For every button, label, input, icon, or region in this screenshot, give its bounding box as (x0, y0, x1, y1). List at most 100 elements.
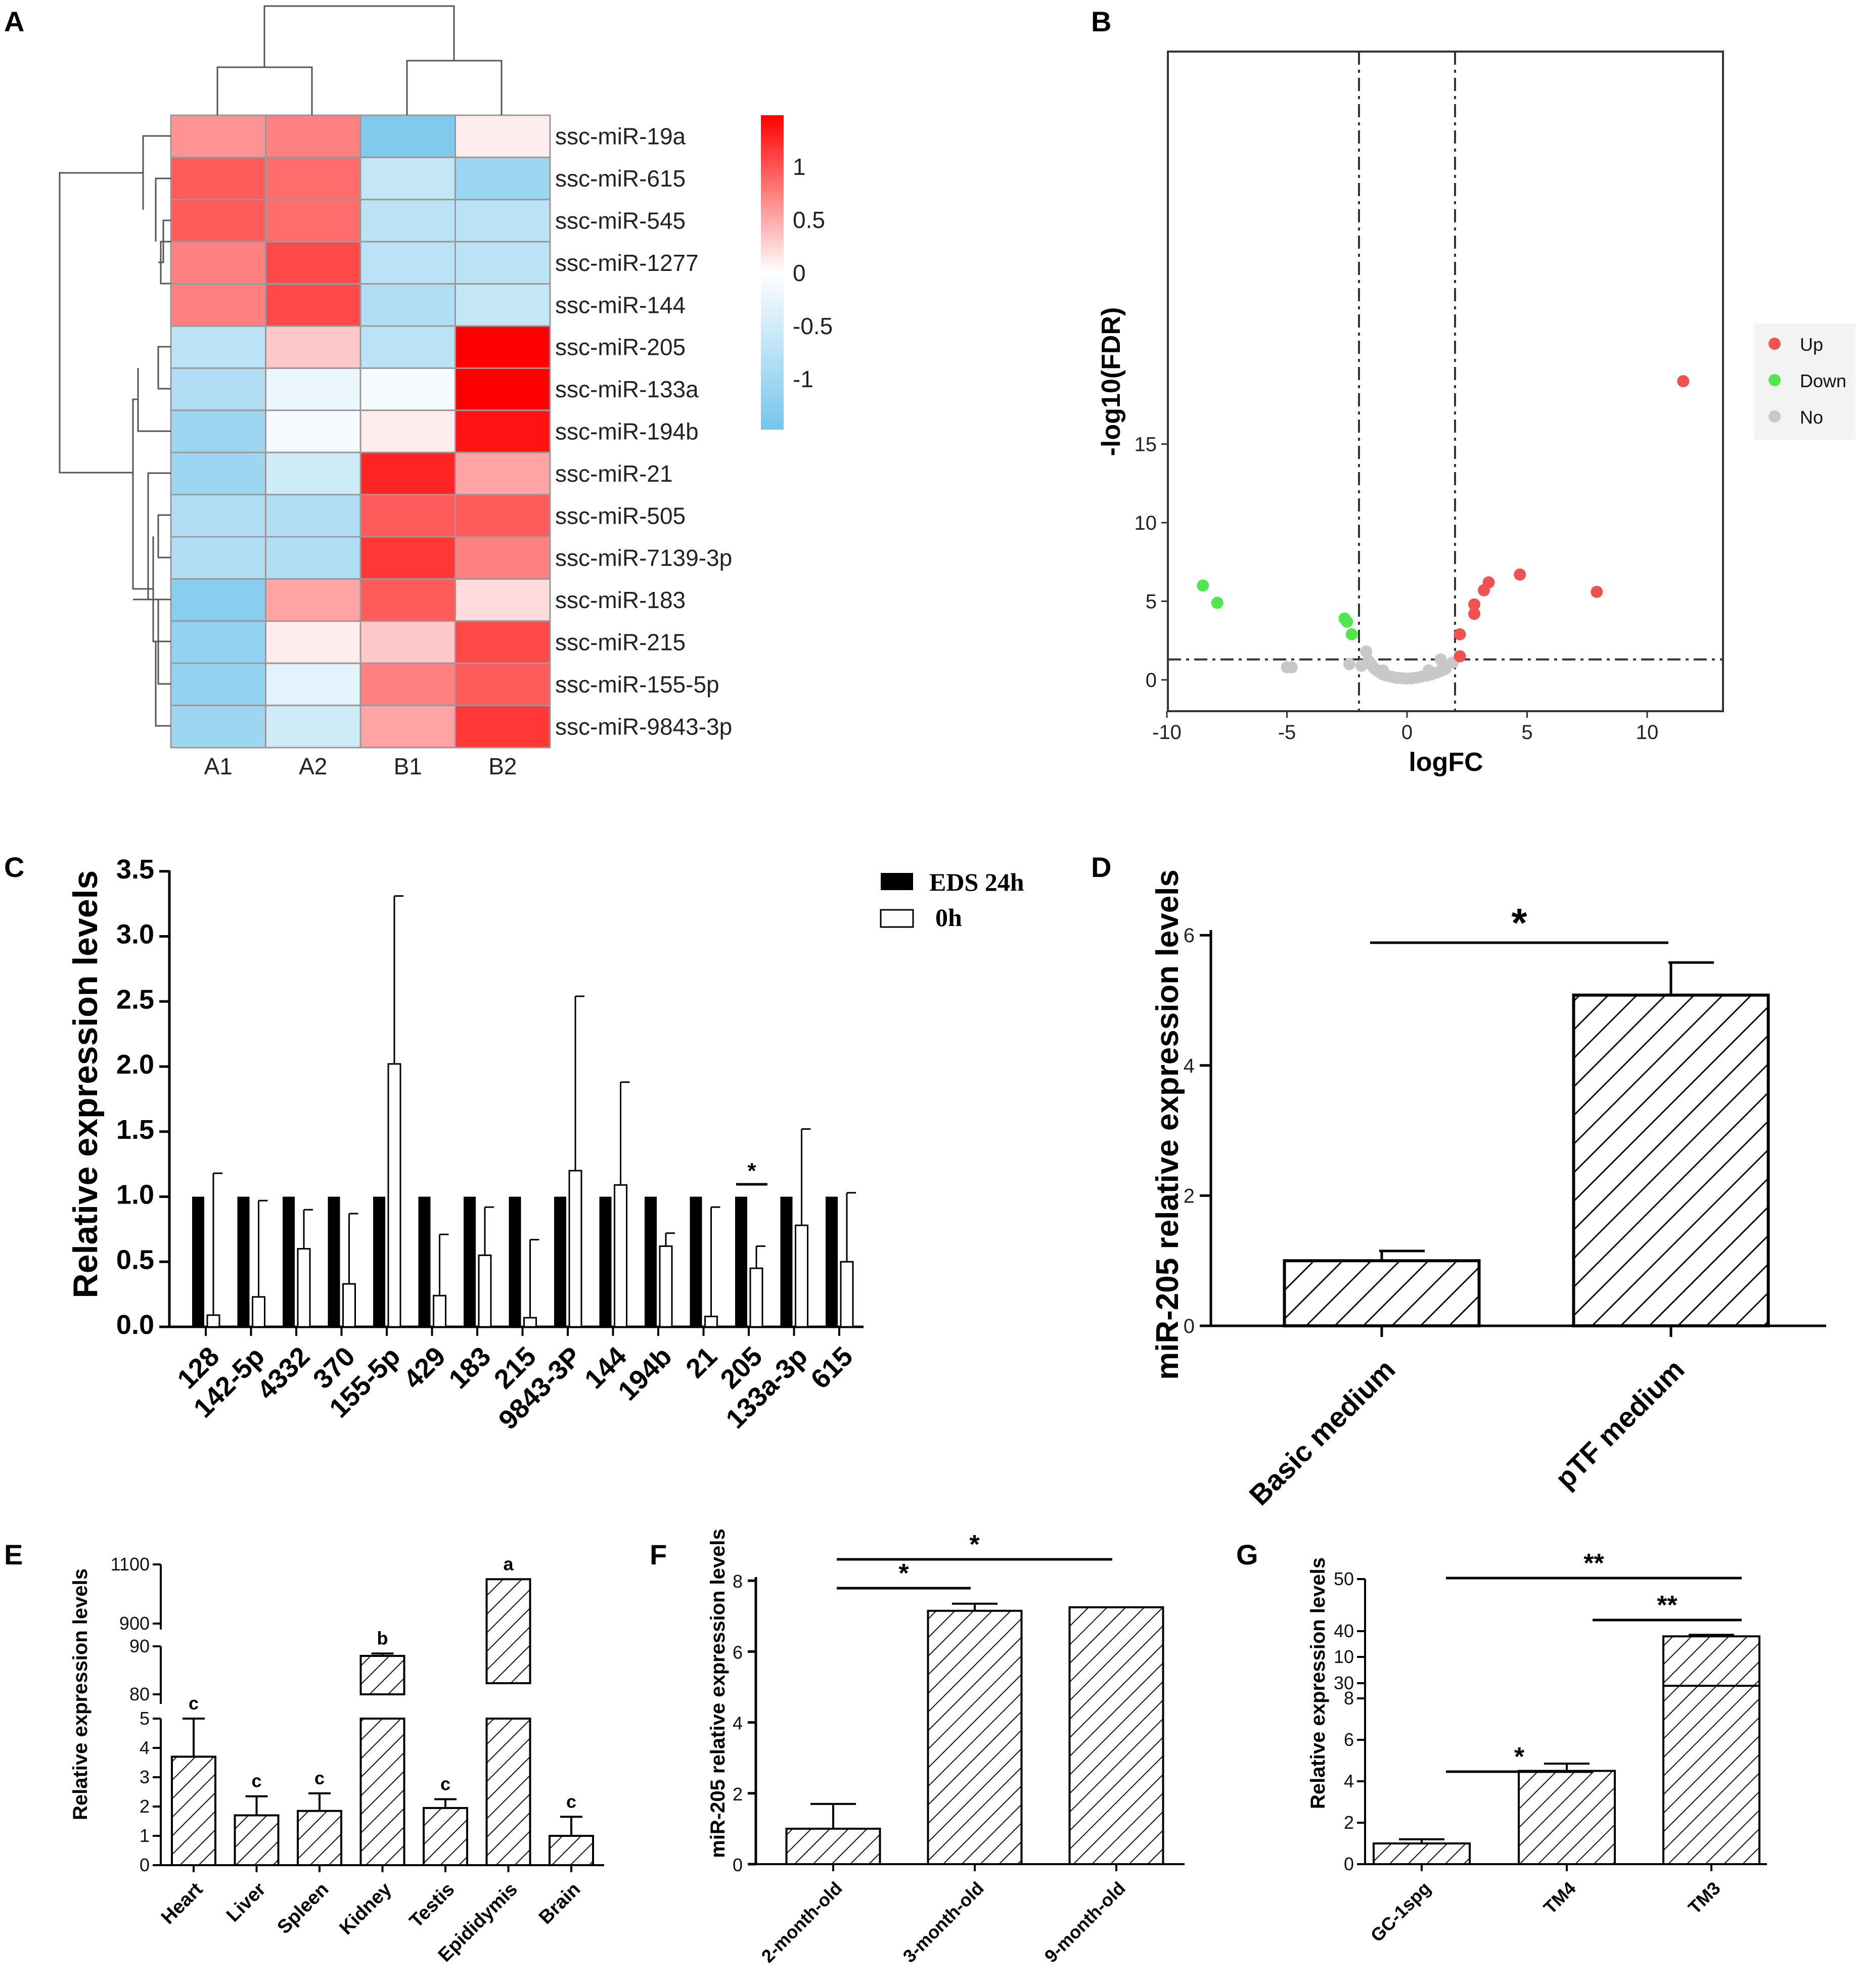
heatmap-row-label: ssc-miR-133a (555, 376, 699, 402)
y-tick-label: 0.0 (116, 1310, 154, 1340)
bar-eds-24h (735, 1196, 747, 1327)
heatmap-cell (265, 578, 361, 622)
color-key-tick: 0.5 (793, 207, 825, 233)
x-axis-label: logFC (1409, 748, 1483, 777)
volcano-panel: -10 -5 0 5 10 0 5 10 15 logFC -log10(FDR) Up Down… (1097, 51, 1855, 777)
heatmap-cell (455, 451, 551, 496)
heatmap-row-label: ssc-miR-183 (555, 587, 686, 613)
heatmap-cell (265, 156, 361, 201)
bar (785, 1827, 881, 1865)
y-tick-label: 8 (733, 1571, 743, 1592)
legend-dot (1769, 374, 1781, 386)
bar-upper-segment (359, 1655, 405, 1695)
heatmap-row-label: ssc-miR-505 (555, 502, 686, 529)
bar (927, 1609, 1023, 1865)
legend-label: Up (1800, 334, 1823, 355)
bar-chart-c: 0.00.51.01.52.02.53.03.5128142-5p4332370… (66, 854, 1024, 1436)
legend-swatch-eds (881, 873, 913, 890)
bar-0h (840, 1261, 854, 1328)
point-up (1514, 568, 1526, 581)
point-down (1211, 596, 1223, 609)
y-tick-label: 10 (1334, 1646, 1354, 1667)
x-tick-label: 10 (1636, 721, 1659, 744)
heatmap-cell (455, 409, 551, 453)
heatmap-cell (455, 283, 551, 327)
x-tick-label: Kidney (336, 1879, 396, 1939)
heatmap-cell (359, 241, 456, 285)
x-tick-label: 3-month-old (899, 1878, 988, 1967)
color-key-tick: 0 (793, 260, 806, 286)
point-no (1360, 645, 1373, 658)
x-tick-label: 0 (1401, 721, 1413, 744)
y-tick-label: 0 (1344, 1854, 1354, 1874)
point-up (1478, 584, 1490, 596)
point-up (1454, 650, 1466, 663)
heatmap-column-label: B2 (488, 753, 517, 779)
y-tick-label: 0.5 (116, 1244, 154, 1275)
bar-eds-24h (509, 1196, 521, 1327)
bar (297, 1810, 342, 1866)
heatmap-cell (265, 662, 361, 707)
x-tick-label: 9-month-old (1040, 1878, 1129, 1967)
bar (1572, 993, 1770, 1328)
heatmap-cell (359, 536, 456, 580)
column-dendrogram (216, 5, 503, 115)
heatmap-row-label: ssc-miR-215 (555, 629, 686, 656)
point-no (1377, 664, 1389, 677)
f-significance-1: * (898, 1559, 909, 1588)
y-tick-label: 6 (1184, 924, 1195, 947)
y-tick-label: 80 (129, 1684, 150, 1704)
x-tick-label: TM4 (1539, 1878, 1580, 1918)
y-tick-label: 3 (140, 1767, 150, 1787)
x-tick-label: Liver (222, 1879, 270, 1926)
significance-letter: c (189, 1693, 199, 1714)
heatmap-cell (265, 199, 361, 243)
color-key-ticks: 1 0.5 0 -0.5 -1 (793, 154, 833, 392)
significance-letter: c (566, 1791, 576, 1812)
bar-lower-segment (485, 1718, 531, 1866)
point-no (1422, 664, 1435, 677)
bar-eds-24h (690, 1196, 702, 1327)
heatmap-cell (265, 494, 361, 538)
heatmap-column-label: A2 (299, 753, 327, 779)
y-tick-label: 0 (1184, 1315, 1195, 1337)
bar-0h (342, 1283, 356, 1328)
bar (1518, 1770, 1616, 1865)
heatmap-cell (455, 494, 551, 538)
volcano-plot-area (1167, 51, 1724, 712)
legend-swatch-0h (880, 909, 914, 928)
heatmap-cell (455, 367, 551, 411)
heatmap-row-label: ssc-miR-9843-3p (555, 713, 732, 739)
c-y-axis-label: Relative expression levels (66, 870, 105, 1299)
bar (171, 1755, 216, 1866)
point-up (1677, 375, 1690, 388)
x-tick-label: Spleen (274, 1879, 333, 1938)
bar (423, 1807, 468, 1866)
bar-eds-24h (418, 1196, 431, 1327)
x-tick-label: 615 (805, 1341, 858, 1395)
heatmap-cell (455, 199, 551, 243)
point-no (1286, 661, 1298, 674)
bar-upper-segment (1662, 1635, 1760, 1687)
heatmap-panel: ssc-miR-19a ssc-miR-615 ssc-miR-545 ssc-miR… (59, 5, 833, 779)
heatmap-cell (359, 578, 456, 622)
heatmap-cell (455, 705, 551, 749)
x-tick-label: Brain (535, 1879, 584, 1928)
y-tick-label: 5 (140, 1708, 150, 1729)
x-tick-label: 4332 (251, 1341, 315, 1405)
y-tick-label: 8 (1344, 1688, 1354, 1708)
bar-0h (206, 1314, 220, 1328)
heatmap-cell (455, 620, 551, 664)
g-significance-2: ** (1657, 1591, 1678, 1620)
heatmap-cells (170, 114, 551, 749)
heatmap-cell (170, 536, 266, 580)
heatmap-column-label: B1 (394, 753, 422, 779)
bar-eds-24h (554, 1196, 566, 1327)
color-key-tick: -0.5 (793, 313, 833, 339)
color-key-tick: -1 (793, 366, 813, 392)
heatmap-cell (359, 156, 456, 201)
g-y-axis-label: Relative expression levels (1307, 1557, 1329, 1809)
